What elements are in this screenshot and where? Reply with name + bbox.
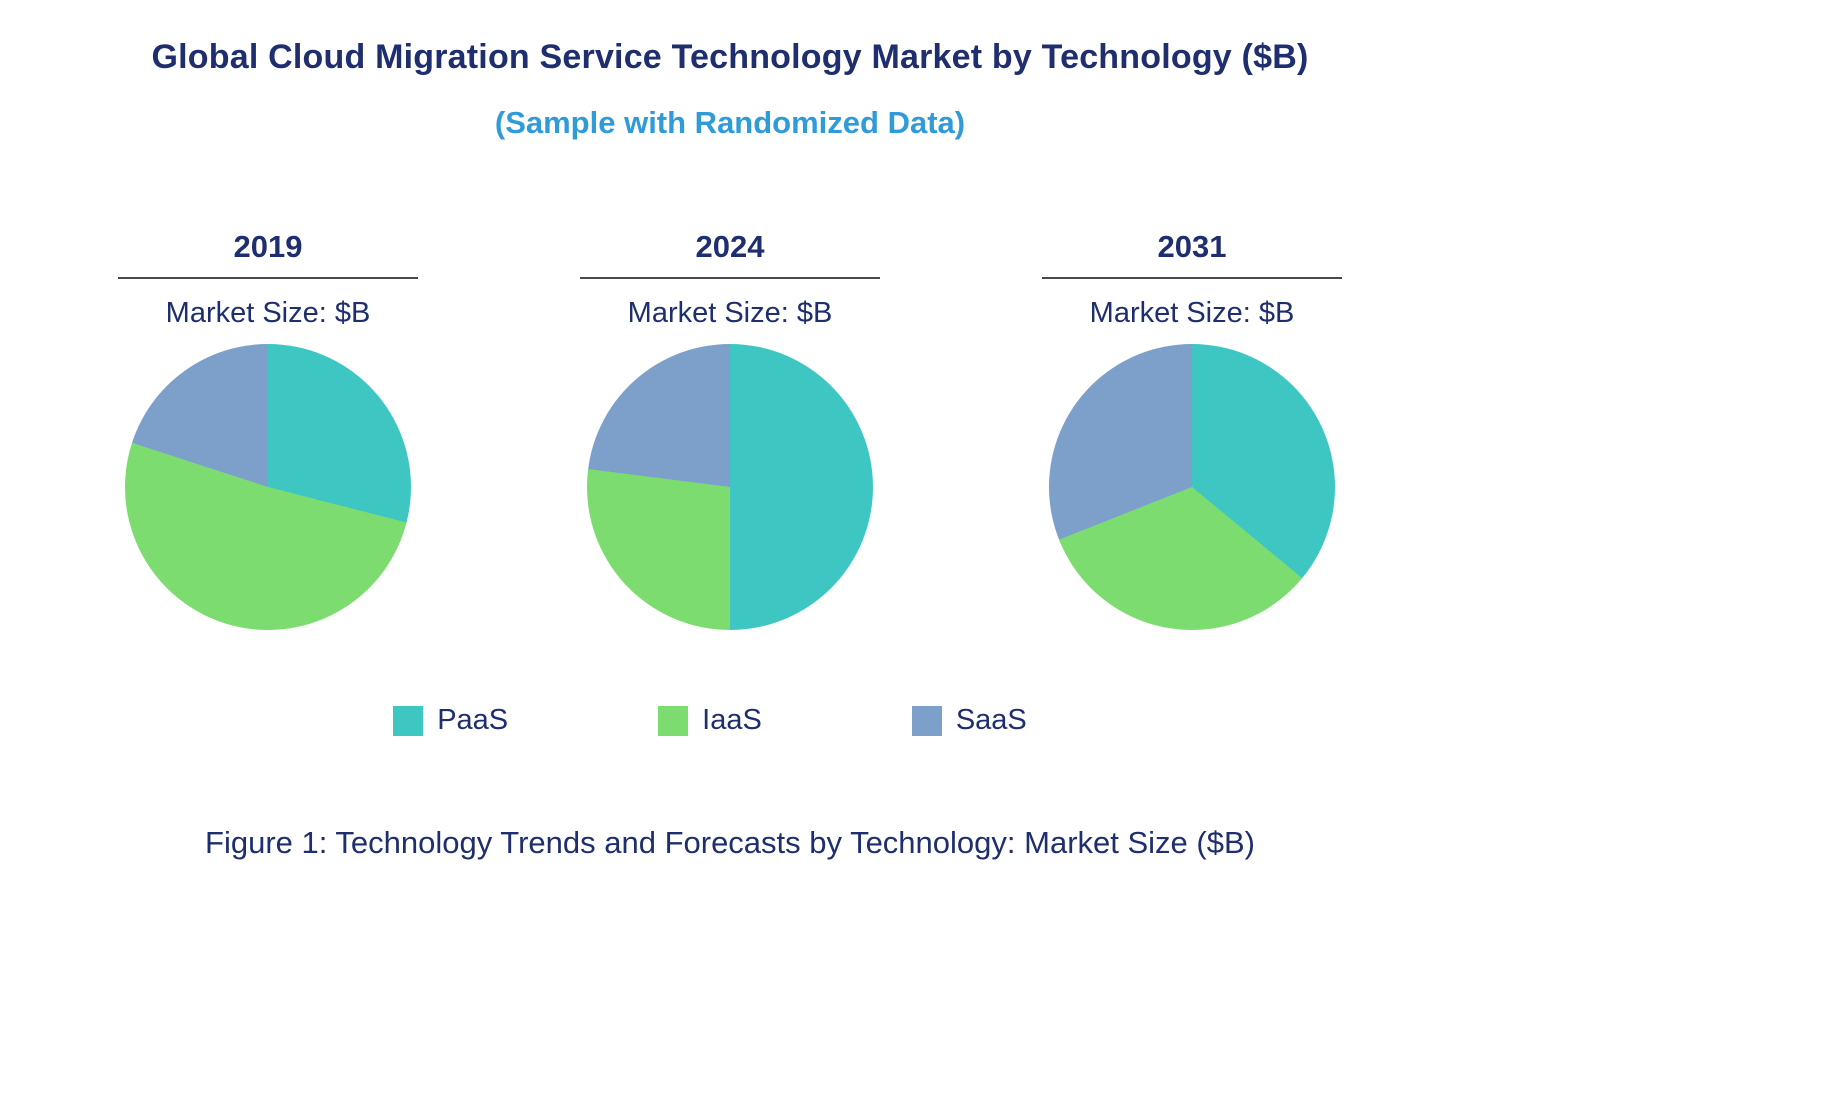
legend-label-paas: PaaS <box>437 704 509 736</box>
report-page: Global Cloud Migration Service Technolog… <box>0 38 1460 860</box>
legend: PaaS IaaS SaaS <box>0 704 1460 737</box>
pie-column-2031: 2031 Market Size: $B <box>1042 229 1342 630</box>
market-size-label: Market Size: $B <box>1089 297 1295 329</box>
pie-chart-2019 <box>125 344 411 630</box>
market-size-label: Market Size: $B <box>627 297 833 329</box>
legend-label-saas: SaaS <box>955 704 1027 736</box>
legend-swatch-paas-icon <box>393 705 424 736</box>
pie-column-2024: 2024 Market Size: $B <box>580 229 880 630</box>
pie-charts-row: 2019 Market Size: $B 2024 Market Size: $… <box>0 229 1460 630</box>
pie-chart-2031 <box>1049 344 1335 630</box>
legend-item-saas: SaaS <box>911 704 1027 737</box>
chart-subtitle: (Sample with Randomized Data) <box>494 105 966 140</box>
legend-item-iaas: IaaS <box>658 704 762 737</box>
market-size-label: Market Size: $B <box>165 297 371 329</box>
figure-caption: Figure 1: Technology Trends and Forecast… <box>205 825 1255 860</box>
pie-column-2019: 2019 Market Size: $B <box>118 229 418 630</box>
legend-label-iaas: IaaS <box>702 704 762 736</box>
year-heading-2024: 2024 <box>580 229 880 279</box>
year-heading-2019: 2019 <box>118 229 418 279</box>
year-heading-2031: 2031 <box>1042 229 1342 279</box>
legend-swatch-saas-icon <box>911 705 942 736</box>
chart-title: Global Cloud Migration Service Technolog… <box>151 38 1309 76</box>
legend-swatch-iaas-icon <box>658 705 689 736</box>
pie-chart-2024 <box>587 344 873 630</box>
legend-item-paas: PaaS <box>393 704 508 737</box>
